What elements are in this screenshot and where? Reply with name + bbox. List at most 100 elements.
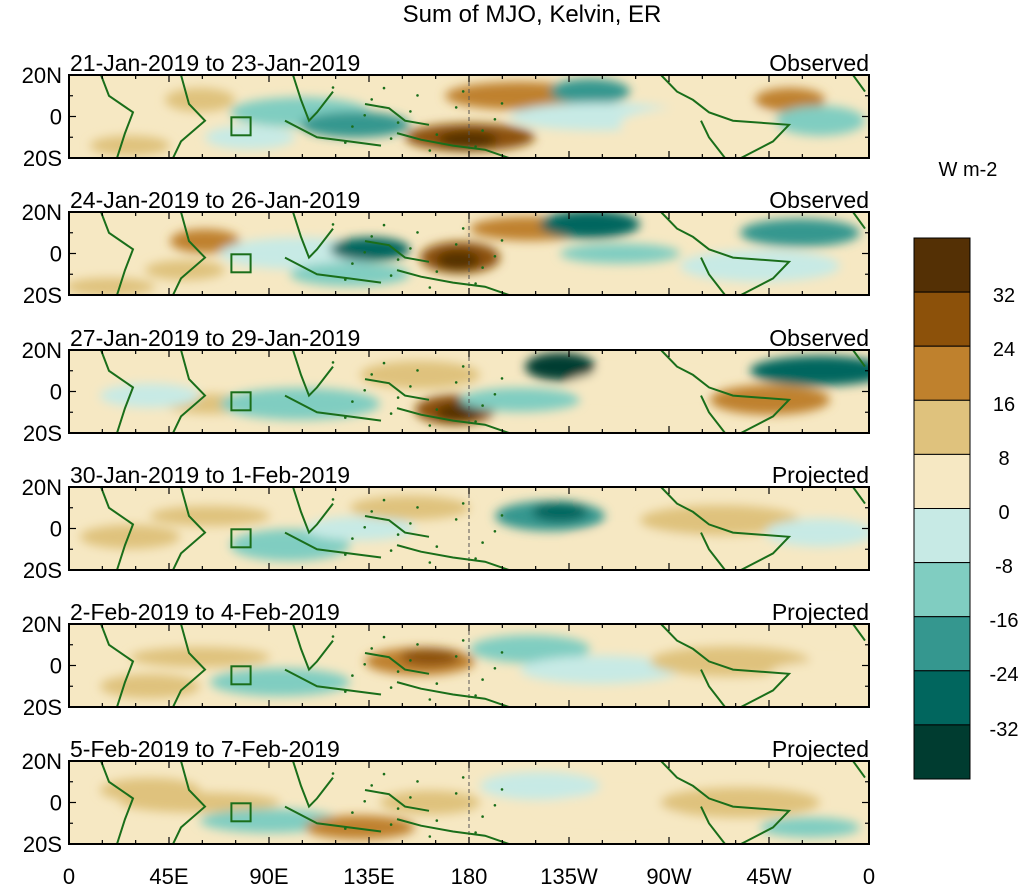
tick-marks [68,74,870,159]
colorbar-swatch [913,508,971,564]
lon-label-45w: 45W [746,864,791,889]
tick-marks [68,486,870,571]
panel-date-range: 2-Feb-2019 to 4-Feb-2019 [70,599,340,625]
coastlines [100,487,866,570]
colorbar-tick-neg32: -32 [990,719,1019,741]
colorbar-swatch [913,616,971,672]
anomaly-contour [640,505,800,536]
anomaly-contour [210,668,350,697]
latitude-label: 20S [23,146,62,171]
anomaly-field [69,761,869,844]
longitude-axis: 0 45E 90E 135E 180 135W 90W 45W 0 [63,864,875,889]
lon-label-0: 0 [63,864,75,889]
map-panel: 20N 0 20S 2-Feb-2019 to 4-Feb-2019 Projected [22,599,870,720]
latitude-label: 20N [22,612,62,637]
anomaly-contour [90,135,170,156]
panel-date-range: 5-Feb-2019 to 7-Feb-2019 [70,736,340,762]
latitude-label: 20S [23,558,62,583]
tick-marks [68,349,870,434]
colorbar: W m-2 32 24 16 8 0 -8 -16 -24 -32 [913,159,1019,780]
tick-marks [68,623,870,708]
coastlines [100,212,866,295]
anomaly-contour [775,105,865,136]
anomaly-contour [436,250,480,271]
colorbar-swatches [913,237,971,780]
anomaly-contour [290,262,410,287]
anomaly-contour [710,384,830,415]
colorbar-swatch [913,453,971,509]
anomaly-contour [560,243,680,264]
panel-status-label: Observed [769,187,869,213]
latitude-label: 20N [22,338,62,363]
panel-date-range: 30-Jan-2019 to 1-Feb-2019 [70,462,350,488]
latitude-label: 20N [22,200,62,225]
colorbar-tick-0: 0 [998,502,1009,524]
colorbar-swatch [913,670,971,726]
anomaly-contour [770,661,869,686]
tick-marks [68,760,870,845]
colorbar-swatch [913,345,971,401]
latitude-label: 0 [50,791,62,816]
map-panel: 20N 0 20S 27-Jan-2019 to 29-Jan-2019 Observe… [22,325,870,446]
panel-date-range: 27-Jan-2019 to 29-Jan-2019 [70,325,360,351]
lon-label-90e: 90E [249,864,288,889]
map-panel: 20N 0 20S 24-Jan-2019 to 26-Jan-2019 Observe… [22,187,870,308]
anomaly-contour [525,352,595,381]
anomaly-field [69,75,869,158]
map-panel: 20N 0 20S 21-Jan-2019 to 23-Jan-2019 Observe… [22,50,870,171]
anomaly-contour [765,518,869,547]
anomaly-field [69,350,869,433]
colorbar-tick-16: 16 [993,394,1015,416]
map-panel: 20N 0 20S 30-Jan-2019 to 1-Feb-2019 Projecte… [22,462,870,583]
anomaly-contour [350,495,470,520]
anomaly-contour [680,249,840,282]
lon-label-0-east: 0 [863,864,875,889]
anomaly-field [69,624,869,707]
colorbar-tick-neg16: -16 [990,610,1019,632]
lon-label-90w: 90W [646,864,691,889]
anomaly-contour [330,237,410,262]
panel-status-label: Projected [772,599,869,625]
latitude-label: 0 [50,654,62,679]
anomaly-contour [755,87,825,112]
latitude-label: 20N [22,749,62,774]
colorbar-unit-label: W m-2 [939,159,998,181]
panel-status-label: Observed [769,325,869,351]
latitude-label: 20S [23,832,62,857]
latitude-label: 20S [23,283,62,308]
anomaly-contour [305,516,415,541]
panel-status-label: Projected [772,736,869,762]
anomaly-contour [300,111,410,138]
anomaly-contour [165,87,235,112]
coastlines [100,350,866,433]
colorbar-tick-24: 24 [993,339,1015,361]
lon-label-180: 180 [451,864,488,889]
panel-date-range: 24-Jan-2019 to 26-Jan-2019 [70,187,360,213]
figure-title: Sum of MJO, Kelvin, ER [403,1,662,28]
anomaly-contour [145,260,225,281]
anomaly-contour [520,655,680,684]
latitude-label: 20S [23,421,62,446]
colorbar-tick-neg24: -24 [990,664,1019,686]
colorbar-swatch [913,724,971,780]
coastlines [100,761,866,844]
anomaly-contour [230,529,350,562]
anomaly-contour [80,524,180,549]
anomaly-field [69,212,869,295]
anomaly-contour [650,646,810,677]
anomaly-contour [100,778,200,802]
anomaly-contour [550,78,630,105]
coastlines [100,75,866,158]
tick-marks [68,211,870,296]
latitude-label: 0 [50,517,62,542]
colorbar-tick-8: 8 [998,448,1009,470]
anomaly-contour [740,218,860,247]
colorbar-swatch [913,562,971,618]
anomaly-contour [540,794,700,819]
panel-date-range: 21-Jan-2019 to 23-Jan-2019 [70,50,360,76]
colorbar-ticks: 32 24 16 8 0 -8 -16 -24 -32 [990,285,1019,741]
anomaly-contour [460,387,580,412]
anomaly-contour [620,106,780,143]
lon-label-45e: 45E [149,864,188,889]
anomaly-contour [100,383,200,408]
